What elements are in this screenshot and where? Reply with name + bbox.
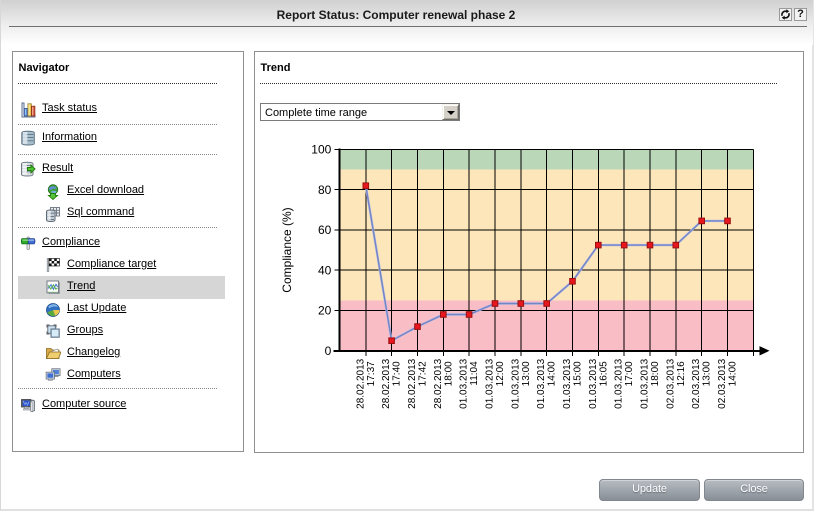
svg-text:40: 40 <box>318 263 332 277</box>
svg-text:01.03.201314:00: 01.03.201314:00 <box>536 358 558 408</box>
svg-text:28.02.201317:42: 28.02.201317:42 <box>407 358 429 408</box>
svg-text:28.02.201317:40: 28.02.201317:40 <box>381 358 403 408</box>
svg-text:01.03.201311:04: 01.03.201311:04 <box>459 358 481 408</box>
svg-text:28.02.201318:00: 28.02.201318:00 <box>433 358 455 408</box>
svg-text:02.03.201313:00: 02.03.201313:00 <box>691 358 713 408</box>
svg-text:01.03.201315:00: 01.03.201315:00 <box>562 358 584 408</box>
svg-text:100: 100 <box>311 143 331 157</box>
svg-text:0: 0 <box>325 344 332 358</box>
svg-text:20: 20 <box>318 304 332 318</box>
svg-text:01.03.201312:00: 01.03.201312:00 <box>485 358 507 408</box>
svg-text:80: 80 <box>318 183 332 197</box>
svg-text:60: 60 <box>318 223 332 237</box>
svg-text:01.03.201317:00: 01.03.201317:00 <box>614 358 636 408</box>
svg-text:01.03.201318:00: 01.03.201318:00 <box>640 358 662 408</box>
svg-text:02.03.201312:16: 02.03.201312:16 <box>665 358 687 408</box>
svg-text:28.02.201317:37: 28.02.201317:37 <box>355 358 377 408</box>
svg-text:01.03.201316:05: 01.03.201316:05 <box>588 358 610 408</box>
svg-text:02.03.201314:00: 02.03.201314:00 <box>717 358 739 408</box>
svg-text:Compliance (%): Compliance (%) <box>280 207 294 292</box>
svg-text:01.03.201313:00: 01.03.201313:00 <box>510 358 532 408</box>
